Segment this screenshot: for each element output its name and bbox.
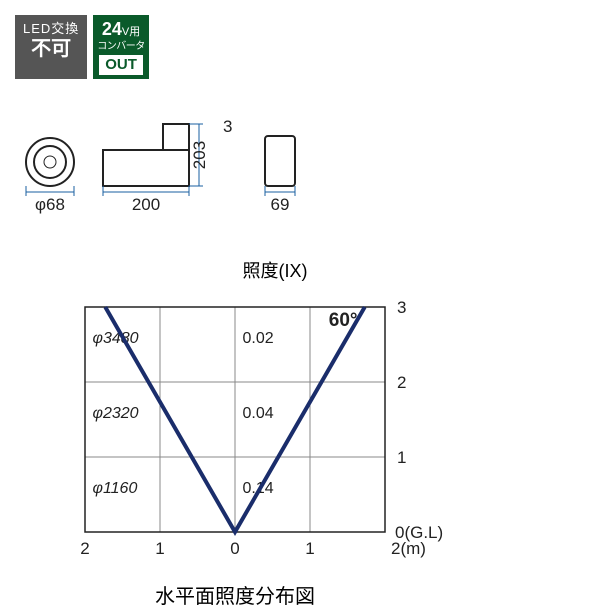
svg-text:1: 1	[305, 539, 314, 558]
badge-led: LED交換 不可	[15, 15, 87, 79]
svg-text:1: 1	[155, 539, 164, 558]
svg-text:φ68: φ68	[35, 195, 65, 214]
svg-text:0: 0	[230, 539, 239, 558]
badge-led-bot: 不可	[23, 37, 79, 61]
svg-text:3: 3	[223, 117, 232, 136]
svg-text:200: 200	[132, 195, 160, 214]
badge-24v-suffix: 用	[129, 26, 140, 38]
svg-text:2: 2	[80, 539, 89, 558]
svg-text:φ2320: φ2320	[93, 405, 139, 422]
svg-text:60°: 60°	[329, 309, 358, 330]
svg-text:2: 2	[397, 373, 406, 392]
svg-text:203: 203	[190, 140, 209, 168]
badge-24v-row2: コンバータ	[97, 41, 145, 53]
illuminance-chart: 21012(m)1230(G.L)φ3480φ2320φ11600.020.04…	[15, 287, 455, 567]
badge-24v: 24V用 コンバータ OUT	[93, 15, 149, 79]
badge-led-top: LED交換	[23, 21, 79, 37]
svg-text:3: 3	[397, 298, 406, 317]
svg-text:0.02: 0.02	[243, 330, 274, 347]
svg-text:0(G.L): 0(G.L)	[395, 523, 443, 542]
svg-text:69: 69	[271, 195, 290, 214]
badge-24v-num: 24	[102, 19, 122, 39]
dimension-drawing: φ68 200 203 3 69	[15, 117, 355, 227]
svg-text:1: 1	[397, 448, 406, 467]
chart-title: 照度(IX)	[95, 257, 455, 283]
svg-text:0.04: 0.04	[243, 405, 274, 422]
svg-text:φ1160: φ1160	[93, 480, 138, 497]
badge-24v-out: OUT	[99, 55, 143, 75]
chart-caption: 水平面照度分布図	[155, 580, 585, 609]
svg-text:φ3480: φ3480	[93, 330, 139, 347]
